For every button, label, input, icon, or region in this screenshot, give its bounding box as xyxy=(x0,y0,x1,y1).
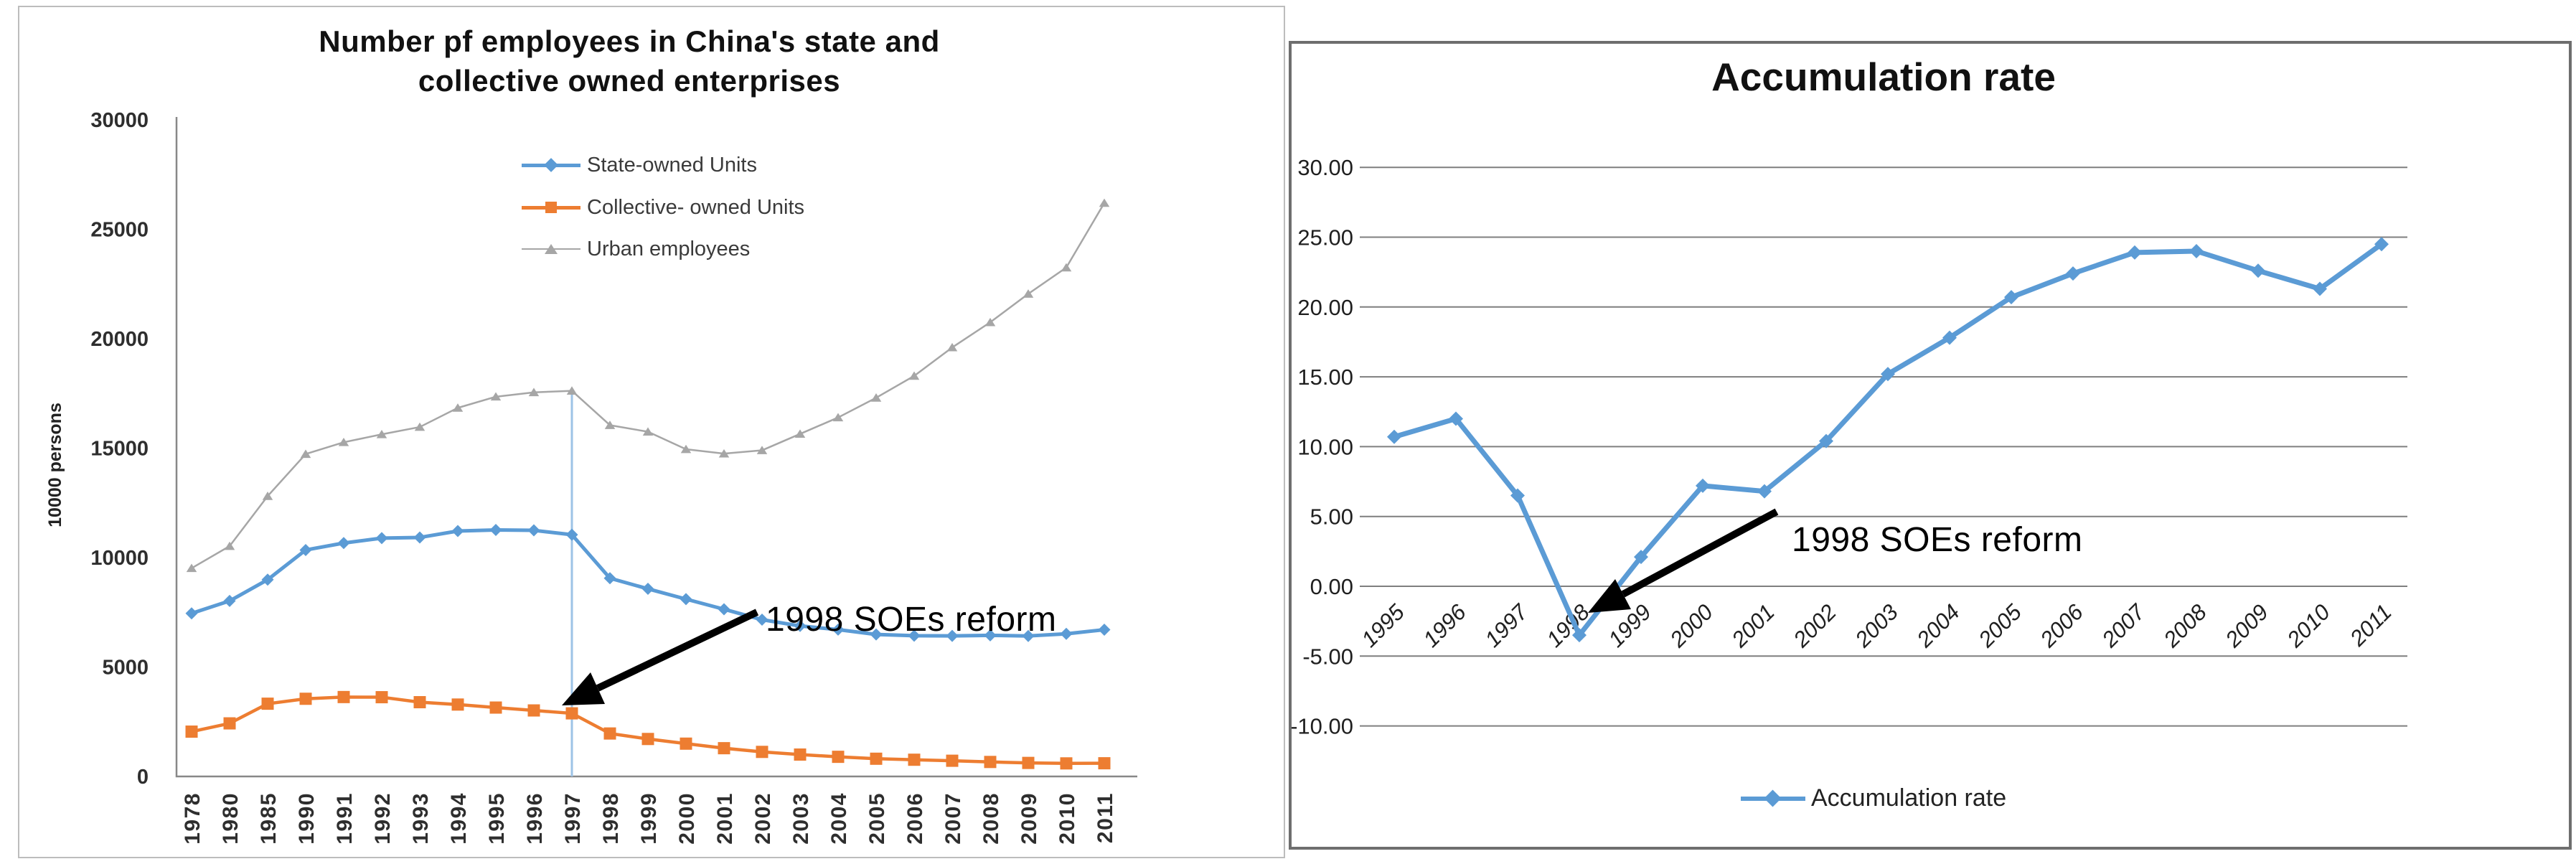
legend-item-state-owned: State-owned Units xyxy=(522,153,757,177)
svg-text:2008: 2008 xyxy=(2158,599,2212,653)
right-plot-content: -10.00 -5.00 0.00 5.00 10.00 15.00 20.00 25.00 3… xyxy=(1292,155,2407,739)
svg-text:5.00: 5.00 xyxy=(1310,504,1353,530)
svg-text:1996: 1996 xyxy=(1418,599,1471,652)
svg-text:1999: 1999 xyxy=(637,792,661,845)
svg-text:2003: 2003 xyxy=(1850,599,1903,652)
svg-text:15.00: 15.00 xyxy=(1297,365,1353,390)
left-plot-content: 0 5000 10000 15000 20000 25000 30000 1978 1980 19… xyxy=(90,109,1137,845)
svg-text:2002: 2002 xyxy=(1788,599,1841,652)
svg-text:1993: 1993 xyxy=(409,792,433,845)
svg-text:1996: 1996 xyxy=(523,792,547,845)
svg-text:20.00: 20.00 xyxy=(1297,295,1353,320)
svg-text:2004: 2004 xyxy=(827,792,851,845)
svg-text:2001: 2001 xyxy=(1726,599,1780,652)
svg-text:2010: 2010 xyxy=(2282,599,2335,652)
left-chart-title-line1: Number pf employees in China's state and xyxy=(319,24,940,58)
svg-text:25.00: 25.00 xyxy=(1297,225,1353,250)
svg-text:1978: 1978 xyxy=(181,792,205,845)
svg-text:2009: 2009 xyxy=(2220,599,2273,652)
svg-text:1994: 1994 xyxy=(447,792,471,845)
svg-text:0.00: 0.00 xyxy=(1310,574,1353,599)
collective-owned-line-marker-icon xyxy=(522,199,580,216)
svg-text:20000: 20000 xyxy=(90,328,149,351)
svg-text:25000: 25000 xyxy=(90,219,149,242)
svg-text:2000: 2000 xyxy=(1665,599,1718,652)
svg-text:-10.00: -10.00 xyxy=(1292,714,1353,739)
svg-text:1992: 1992 xyxy=(371,792,395,845)
svg-text:2011: 2011 xyxy=(2344,599,2397,652)
right-chart-plot: -10.00 -5.00 0.00 5.00 10.00 15.00 20.00 25.00 3… xyxy=(1292,155,2407,739)
accumulation-rate-line-marker-icon xyxy=(1741,789,1805,808)
svg-text:1980: 1980 xyxy=(219,792,243,845)
urban-employees-line-marker-icon xyxy=(522,240,580,258)
svg-text:1985: 1985 xyxy=(257,792,281,845)
left-chart-title-line2: collective owned enterprises xyxy=(418,64,841,98)
svg-text:1991: 1991 xyxy=(333,792,357,845)
accumulation-rate-chart-panel: Accumulation rate -10.00 -5.00 0.00 5.00 10.… xyxy=(1289,41,2572,850)
svg-text:2008: 2008 xyxy=(979,792,1003,845)
svg-text:2000: 2000 xyxy=(675,792,699,845)
left-chart-plot: 0 5000 10000 15000 20000 25000 30000 1978 1980 19… xyxy=(90,109,1137,845)
right-annotation-1998-soes-reform: 1998 SOEs reform xyxy=(1792,521,2083,559)
svg-text:30.00: 30.00 xyxy=(1297,155,1353,180)
svg-text:2005: 2005 xyxy=(1973,599,2027,653)
svg-text:2005: 2005 xyxy=(865,792,889,845)
legend-item-collective-owned: Collective- owned Units xyxy=(522,196,804,219)
right-chart-title: Accumulation rate xyxy=(1711,55,2056,99)
svg-text:2007: 2007 xyxy=(941,792,965,845)
legend-item-urban-employees: Urban employees xyxy=(522,237,751,260)
svg-text:2004: 2004 xyxy=(1912,599,1965,652)
svg-text:1998: 1998 xyxy=(599,792,623,845)
svg-text:-5.00: -5.00 xyxy=(1302,644,1353,669)
state-owned-line-marker-icon xyxy=(522,156,580,174)
svg-text:2006: 2006 xyxy=(903,792,927,845)
svg-text:2003: 2003 xyxy=(789,792,813,845)
svg-text:0: 0 xyxy=(137,766,149,789)
svg-text:2010: 2010 xyxy=(1056,792,1079,845)
employees-chart-panel: Number pf employees in China's state and… xyxy=(18,6,1285,858)
svg-text:10.00: 10.00 xyxy=(1297,434,1353,459)
legend-label-state-owned: State-owned Units xyxy=(587,153,757,177)
legend-label-urban-employees: Urban employees xyxy=(587,237,751,260)
svg-text:15000: 15000 xyxy=(90,438,149,461)
svg-text:2006: 2006 xyxy=(2035,599,2089,653)
svg-text:30000: 30000 xyxy=(90,109,149,132)
right-chart-legend: Accumulation rate xyxy=(1741,784,2006,812)
left-chart-title: Number pf employees in China's state and… xyxy=(134,22,1124,100)
svg-text:2009: 2009 xyxy=(1017,792,1041,845)
svg-text:1997: 1997 xyxy=(561,792,585,845)
svg-text:1990: 1990 xyxy=(295,792,319,845)
legend-label-collective-owned: Collective- owned Units xyxy=(587,195,805,219)
legend-label-accumulation-rate: Accumulation rate xyxy=(1811,784,2007,812)
svg-text:2001: 2001 xyxy=(713,792,737,845)
svg-text:2011: 2011 xyxy=(1094,792,1117,843)
svg-text:2002: 2002 xyxy=(751,792,775,845)
svg-text:1997: 1997 xyxy=(1480,598,1533,652)
svg-text:1995: 1995 xyxy=(1356,599,1409,652)
svg-text:1995: 1995 xyxy=(485,792,509,845)
svg-text:2007: 2007 xyxy=(2097,598,2150,652)
svg-text:10000: 10000 xyxy=(90,547,149,570)
left-annotation-1998-soes-reform: 1998 SOEs reform xyxy=(766,601,1057,639)
svg-text:5000: 5000 xyxy=(102,657,149,680)
